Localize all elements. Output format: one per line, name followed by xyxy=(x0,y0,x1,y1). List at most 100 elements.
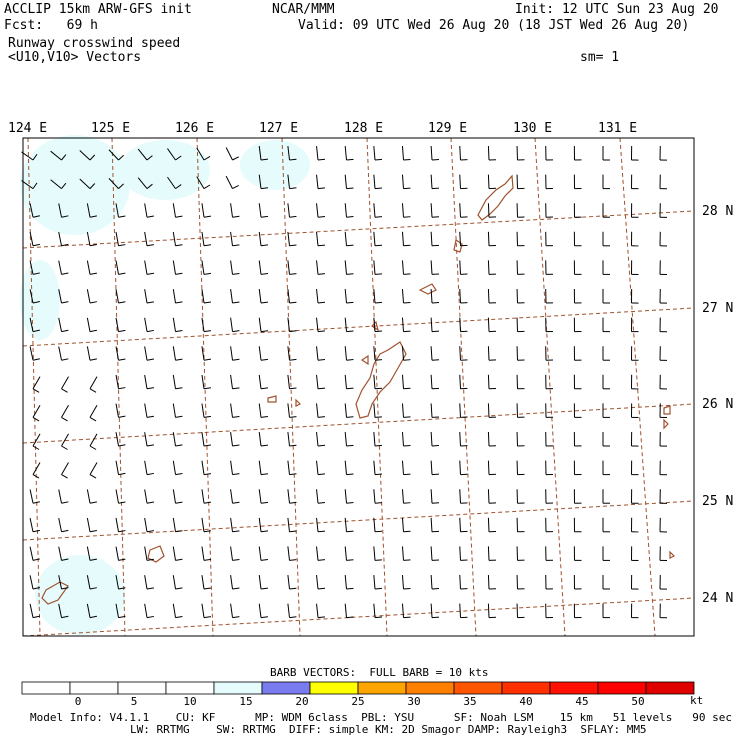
wind-barb xyxy=(58,260,69,275)
wind-barb xyxy=(258,346,269,361)
wind-barb xyxy=(659,317,668,333)
wind-barb xyxy=(631,145,639,161)
wind-barb xyxy=(487,431,497,447)
parallel-line xyxy=(22,403,695,444)
legend-tick: 5 xyxy=(131,695,138,708)
wind-barb xyxy=(516,489,525,504)
wind-barb xyxy=(316,317,326,333)
wind-barb xyxy=(545,260,554,275)
wind-barb xyxy=(659,203,668,218)
wind-barb xyxy=(573,346,582,361)
meridian-line xyxy=(196,137,214,637)
wind-barb xyxy=(287,289,297,304)
wind-barb xyxy=(29,489,40,504)
wind-barb xyxy=(58,317,69,333)
wind-barb xyxy=(602,403,610,418)
wind-barb xyxy=(373,346,383,361)
wind-barb xyxy=(659,431,668,447)
lat-label: 27 N xyxy=(702,301,733,316)
wind-barb xyxy=(58,603,69,619)
wind-barb xyxy=(287,317,297,333)
wind-barb xyxy=(287,174,297,190)
wind-barb xyxy=(373,575,383,590)
wind-barb xyxy=(115,489,126,504)
wind-barb xyxy=(344,460,354,476)
wind-barb xyxy=(344,546,354,561)
wind-barb xyxy=(373,231,383,247)
wind-barb xyxy=(167,176,182,190)
wind-barb xyxy=(287,146,297,161)
wind-barb xyxy=(602,346,610,361)
wind-barb xyxy=(487,403,497,418)
island-outline xyxy=(147,545,165,563)
wind-barb xyxy=(137,148,153,161)
wind-barb xyxy=(344,317,354,333)
wind-barb xyxy=(58,203,69,218)
wind-barb xyxy=(79,178,96,189)
longitude-labels: 124 E 125 E 126 E 127 E 128 E 129 E 130 E 131 E xyxy=(8,121,637,136)
wind-barb xyxy=(659,346,668,361)
calm-area xyxy=(20,135,130,235)
wind-barb xyxy=(545,460,554,476)
calm-area xyxy=(240,140,310,190)
wind-barb xyxy=(316,489,326,504)
wind-barb xyxy=(144,517,154,533)
wind-barb xyxy=(516,431,525,447)
wind-barb xyxy=(487,231,497,247)
wind-barb xyxy=(316,289,326,304)
wind-barb xyxy=(659,260,668,276)
wind-barb xyxy=(659,489,668,504)
lat-label: 28 N xyxy=(702,204,733,219)
wind-barb xyxy=(602,517,610,533)
wind-barb xyxy=(487,260,497,275)
wind-barb xyxy=(29,546,40,561)
wind-barb xyxy=(401,460,411,476)
legend-tick: 0 xyxy=(75,695,82,708)
wind-barb xyxy=(373,603,383,619)
wind-barb xyxy=(58,346,69,361)
wind-barb xyxy=(573,317,582,333)
island-outline xyxy=(477,174,514,221)
wind-barb xyxy=(487,546,497,561)
island-outline xyxy=(663,405,671,415)
wind-barb xyxy=(459,431,468,447)
wind-barb xyxy=(144,317,154,333)
wind-barb xyxy=(172,489,183,504)
wind-barb xyxy=(401,489,411,504)
wind-barb xyxy=(659,403,668,419)
wind-barb xyxy=(459,574,468,590)
wind-barb xyxy=(230,546,240,561)
wind-barb xyxy=(258,603,269,619)
wind-barb xyxy=(201,460,211,476)
wind-barb xyxy=(344,203,354,218)
wind-barb xyxy=(201,517,211,533)
wind-barb xyxy=(631,174,639,190)
wind-barb xyxy=(430,574,440,590)
wind-barb xyxy=(545,517,554,533)
wind-barb xyxy=(115,346,126,361)
wind-barb xyxy=(316,403,326,418)
wind-barb xyxy=(631,460,639,476)
wind-barb xyxy=(230,317,240,333)
legend-tick: 15 xyxy=(239,695,252,708)
wind-barb xyxy=(430,603,440,619)
wind-barb xyxy=(573,517,582,533)
wind-barb xyxy=(573,174,582,190)
wind-barb xyxy=(316,174,326,190)
wind-barb xyxy=(258,489,269,504)
wind-barb xyxy=(373,260,383,275)
wind-barb xyxy=(258,289,269,304)
wind-barb xyxy=(631,231,639,247)
wind-barb xyxy=(172,546,183,561)
wind-barb xyxy=(545,489,554,504)
wind-barb xyxy=(32,376,41,393)
wind-barb xyxy=(258,203,269,218)
wind-barb xyxy=(401,231,411,247)
wind-barb xyxy=(258,575,269,590)
vector-label: <U10,V10> Vectors xyxy=(8,50,142,65)
wind-barb xyxy=(573,603,582,619)
wind-barb xyxy=(230,575,240,590)
wind-barb xyxy=(516,403,525,418)
wind-barb xyxy=(108,178,124,189)
